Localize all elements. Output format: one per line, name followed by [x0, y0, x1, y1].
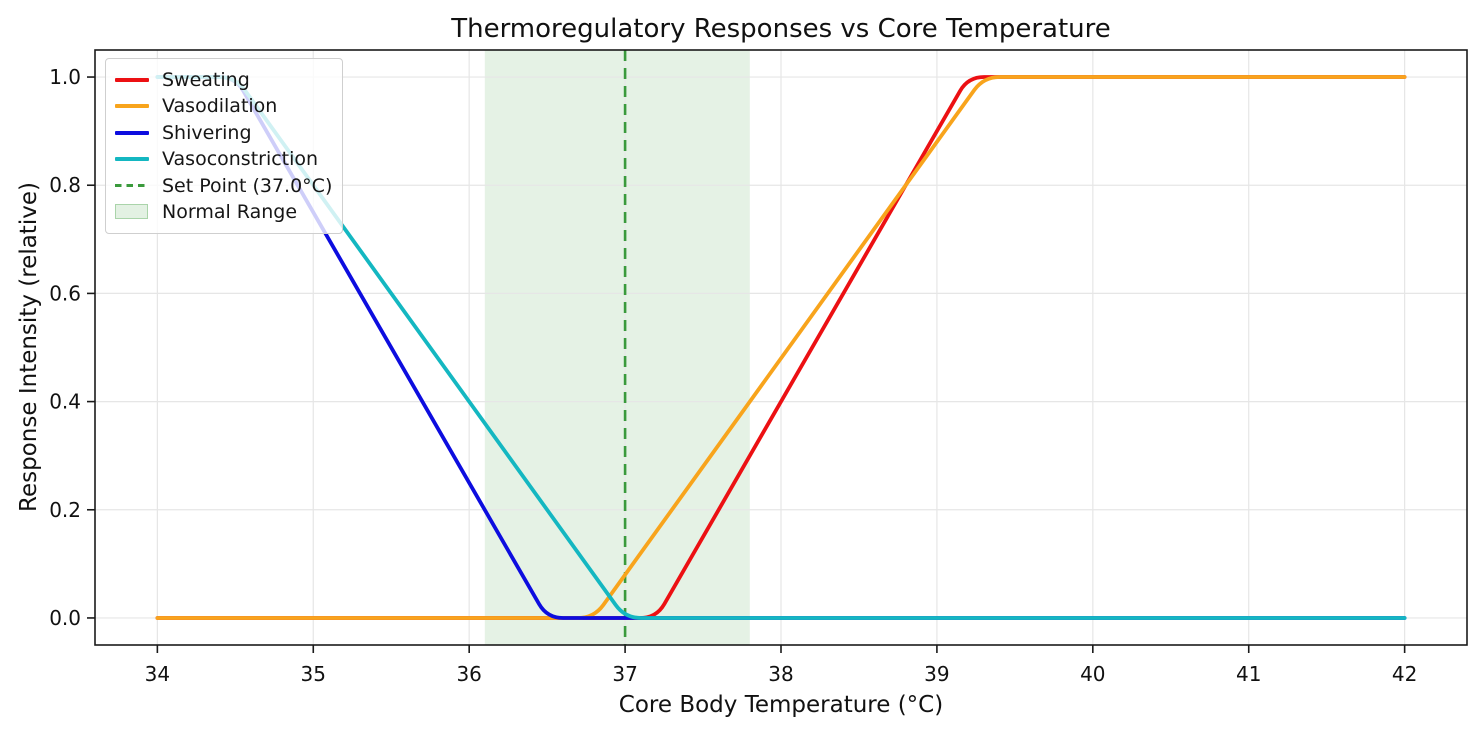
y-tick-label: 0.2	[49, 498, 81, 522]
legend: Sweating Vasodilation Shivering Vasoconstri…	[105, 58, 343, 234]
normal-range-swatch-glyph	[115, 204, 148, 220]
y-tick-label: 0.0	[49, 606, 81, 630]
legend-item-normal-range: Normal Range	[115, 199, 336, 225]
vasodilation-swatch	[115, 104, 151, 109]
legend-label: Sweating	[162, 69, 250, 91]
legend-label: Vasoconstriction	[162, 148, 319, 171]
legend-label: Shivering	[162, 121, 252, 144]
plot-area: 34 35 36 37 38 39 40 41 42 0.0 0.2 0.4 0.6 0.8 1.0	[49, 49, 1468, 686]
legend-item-shivering: Shivering	[115, 120, 336, 146]
normal-range-band	[484, 50, 750, 645]
sweating-swatch	[115, 78, 151, 82]
y-tick-label: 0.4	[49, 390, 81, 414]
vasoconstriction-swatch	[115, 157, 151, 162]
y-tick-label: 0.6	[49, 281, 81, 305]
chart-title: Thermoregulatory Responses vs Core Tempe…	[450, 14, 1111, 44]
vasodilation-swatch-glyph	[115, 104, 149, 109]
set-point-37-0-c-swatch	[115, 183, 151, 188]
x-tick-label: 35	[301, 662, 326, 686]
x-axis-label: Core Body Temperature (°C)	[619, 692, 943, 718]
legend-item-vasodilation: Vasodilation	[115, 93, 336, 119]
legend-label: Normal Range	[162, 200, 298, 223]
x-tick-label: 42	[1392, 662, 1417, 686]
y-tick-label: 1.0	[49, 65, 81, 89]
legend-label: Vasodilation	[162, 95, 278, 118]
sweating-swatch-glyph	[115, 78, 149, 82]
x-tick-label: 38	[768, 662, 793, 686]
legend-item-vasoconstriction: Vasoconstriction	[115, 146, 336, 172]
x-tick-label: 34	[145, 662, 170, 686]
shivering-swatch	[115, 130, 151, 135]
legend-item-sweating: Sweating	[115, 67, 336, 93]
normal-range-swatch	[115, 204, 151, 220]
set-point-37-0-c-swatch-glyph	[115, 183, 149, 188]
y-tick-label: 0.8	[49, 173, 81, 197]
vasoconstriction-swatch-glyph	[115, 157, 149, 162]
legend-label: Set Point (37.0°C)	[162, 174, 333, 197]
legend-item-set-point-37-0-c: Set Point (37.0°C)	[115, 173, 336, 199]
x-tick-label: 37	[612, 662, 637, 686]
x-tick-label: 41	[1236, 662, 1261, 686]
shivering-swatch-glyph	[115, 130, 149, 135]
x-tick-label: 39	[924, 662, 949, 686]
y-axis-label: Response Intensity (relative)	[16, 182, 42, 512]
x-tick-label: 36	[456, 662, 481, 686]
x-tick-label: 40	[1080, 662, 1105, 686]
